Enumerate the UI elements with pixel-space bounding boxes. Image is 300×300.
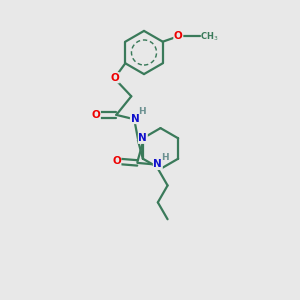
Text: O: O xyxy=(92,110,100,120)
Text: CH$_3$: CH$_3$ xyxy=(200,30,219,43)
Text: H: H xyxy=(139,107,146,116)
Text: O: O xyxy=(174,31,183,41)
Text: H: H xyxy=(161,153,169,162)
Text: N: N xyxy=(139,133,147,143)
Text: O: O xyxy=(110,73,119,83)
Text: N: N xyxy=(154,159,162,170)
Text: O: O xyxy=(112,156,121,167)
Text: N: N xyxy=(130,113,139,124)
